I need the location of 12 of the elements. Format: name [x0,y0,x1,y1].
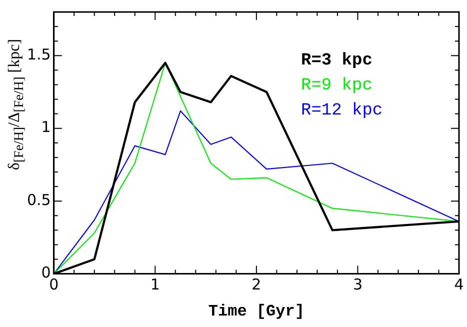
text: R=3 kpc [300,51,372,70]
x-tick-label: 2 [252,276,262,294]
y-tick-label: 1 [41,118,51,136]
x-tick-label: 1 [150,276,160,294]
text: R=9 kpc [300,76,372,96]
x-axis-title: Time [Gyr] [208,302,304,320]
x-tick-label: 4 [454,276,464,294]
y-tick-label: 0 [41,264,51,282]
text: R=12 kpc [300,102,383,120]
x-tick-label: 3 [352,276,362,294]
y-tick-label: 0.5 [26,190,51,209]
y-tick-label: 1.5 [26,46,51,64]
